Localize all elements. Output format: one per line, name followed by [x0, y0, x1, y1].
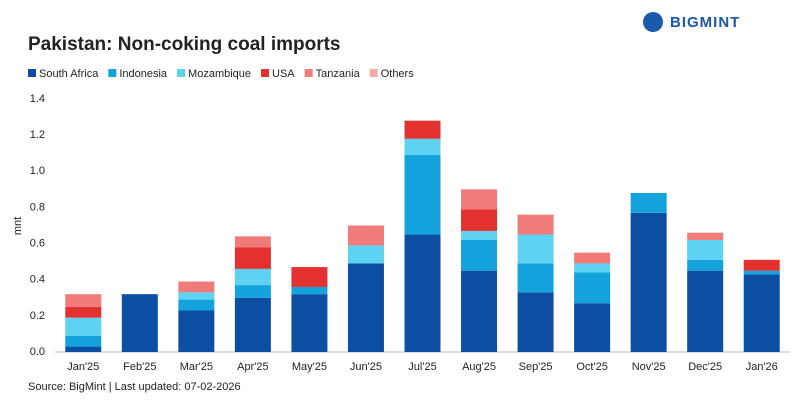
- bar-segment: [743, 259, 780, 271]
- bar-segment: [461, 270, 498, 352]
- bar-segment: [234, 236, 271, 248]
- bar-segment: [291, 286, 328, 295]
- bar-segment: [461, 189, 498, 210]
- x-tick-label: Oct'25: [576, 361, 607, 373]
- x-tick-label: Jun'25: [350, 361, 382, 373]
- bar-segment: [687, 270, 724, 352]
- bar-segment: [291, 267, 328, 287]
- legend-label: South Africa: [39, 68, 99, 80]
- bar-segment: [461, 209, 498, 231]
- bar-segment: [574, 272, 611, 304]
- bar-segment: [517, 234, 554, 264]
- legend-swatch: [261, 69, 270, 77]
- bar-segment: [630, 212, 667, 352]
- bar-segment: [574, 303, 611, 352]
- bar-segment: [687, 232, 724, 240]
- bar-segment: [574, 263, 611, 273]
- source-note: Source: BigMint | Last updated: 07-02-20…: [28, 381, 241, 393]
- x-tick-label: Feb'25: [123, 361, 156, 373]
- bar-segment: [687, 239, 724, 260]
- legend-label: Others: [381, 68, 415, 80]
- y-axis-label: mnt: [12, 217, 24, 235]
- bar-segment: [404, 234, 441, 352]
- bar-segment: [121, 294, 158, 352]
- y-tick-label: 0.0: [30, 346, 45, 358]
- legend-swatch: [108, 69, 117, 77]
- bar-segment: [687, 259, 724, 271]
- bar-segment: [65, 306, 102, 318]
- legend-swatch: [177, 69, 186, 77]
- bar-segment: [347, 263, 384, 352]
- bar-segment: [65, 294, 102, 307]
- logo-text: BIGMINT: [670, 14, 740, 31]
- x-tick-label: May'25: [292, 361, 327, 373]
- logo: BIGMINT: [643, 12, 740, 32]
- bar-segment: [178, 281, 215, 293]
- bar-segment: [517, 263, 554, 293]
- legend-label: USA: [272, 68, 295, 80]
- bar-segment: [234, 247, 271, 269]
- x-tick-label: Sep'25: [519, 361, 553, 373]
- legend-label: Indonesia: [119, 68, 168, 80]
- bar-segment: [743, 274, 780, 352]
- bar-segment: [291, 294, 328, 352]
- bar-segment: [630, 192, 667, 213]
- bar-segment: [574, 252, 611, 264]
- y-tick-label: 1.0: [30, 165, 45, 177]
- x-tick-label: Dec'25: [688, 361, 722, 373]
- legend-swatch: [369, 69, 378, 77]
- x-tick-label: Jul'25: [408, 361, 436, 373]
- bar-segment: [347, 245, 384, 264]
- bar-segment: [65, 335, 102, 347]
- x-tick-label: Aug'25: [462, 361, 496, 373]
- x-tick-label: Mar'25: [180, 361, 213, 373]
- bar-segment: [517, 214, 554, 235]
- bar-segment: [234, 285, 271, 298]
- bar-segment: [404, 155, 441, 235]
- legend-label: Tanzania: [316, 68, 361, 80]
- bar-segment: [404, 138, 441, 156]
- bar-segment: [178, 299, 215, 311]
- legend-label: Mozambique: [188, 68, 251, 80]
- bar-segment: [234, 268, 271, 286]
- bar-segment: [404, 120, 441, 139]
- x-tick-label: Apr'25: [237, 361, 268, 373]
- y-tick-label: 0.4: [30, 274, 45, 286]
- y-tick-label: 0.2: [30, 310, 45, 322]
- chart-title: Pakistan: Non-coking coal imports: [28, 34, 341, 55]
- x-tick-label: Jan'25: [67, 361, 99, 373]
- y-tick-label: 0.8: [30, 201, 45, 213]
- legend-swatch: [304, 69, 313, 77]
- y-tick-label: 0.6: [30, 237, 45, 249]
- bar-segment: [461, 239, 498, 271]
- bar-segment: [65, 317, 102, 336]
- bar-segment: [65, 346, 102, 352]
- bar-segment: [178, 310, 215, 352]
- bar-segment: [743, 270, 780, 275]
- bar-segment: [517, 292, 554, 352]
- bar-segment: [178, 292, 215, 300]
- bar-segment: [461, 230, 498, 240]
- legend-swatch: [28, 69, 36, 77]
- y-tick-label: 1.2: [30, 129, 45, 141]
- x-tick-label: Nov'25: [632, 361, 666, 373]
- bar-segment: [347, 225, 384, 246]
- y-tick-label: 1.4: [30, 93, 45, 105]
- bar-segment: [234, 297, 271, 352]
- logo-icon: [643, 12, 663, 32]
- x-tick-label: Jan'26: [746, 361, 778, 373]
